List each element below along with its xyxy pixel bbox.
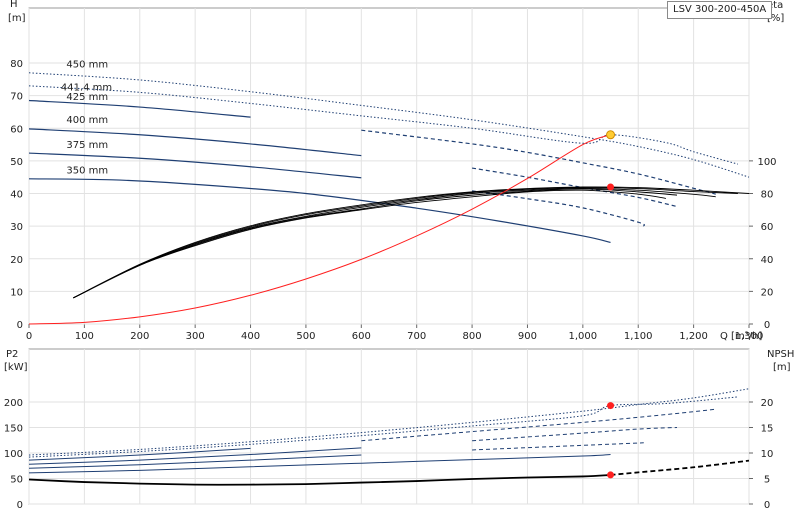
duty-point-power	[607, 402, 615, 410]
x-tick-label: 300	[186, 331, 205, 342]
y-tick-label: 0	[17, 500, 23, 511]
duty-point-npsh	[607, 471, 615, 479]
head-curve-solid	[28, 152, 362, 179]
y-tick-label: 70	[10, 92, 23, 103]
x-tick-label: 800	[463, 331, 482, 342]
x-tick-label: 900	[518, 331, 537, 342]
impeller-diameter-label: 441.4 mm	[61, 82, 112, 93]
y2-tick-label: 80	[761, 190, 774, 201]
duty-point-efficiency	[607, 183, 615, 191]
y2-tick-label: 100	[757, 157, 776, 168]
y-tick-label: 30	[10, 222, 23, 233]
y-tick-label: 50	[10, 475, 23, 486]
efficiency-curve	[73, 188, 678, 299]
y-tick-label: 200	[4, 398, 23, 409]
system-curve	[28, 134, 611, 325]
top-plot-frame	[28, 7, 750, 325]
power-curve-dashed	[472, 442, 644, 451]
head-curve-dashed	[471, 190, 646, 227]
y2-axis-unit: [%]	[767, 13, 784, 24]
y-axis-unit: [kW]	[4, 362, 28, 373]
head-curve-dashed	[361, 129, 716, 195]
y-tick-label: 150	[4, 424, 23, 435]
y-tick-label: 60	[10, 124, 23, 135]
head-curve-solid	[28, 99, 251, 118]
x-tick-label: 500	[296, 331, 315, 342]
power-curve-solid	[28, 447, 251, 461]
y2-tick-label: 0	[764, 320, 770, 331]
y2-tick-label: 40	[761, 255, 774, 266]
y2-axis-title: NPSH	[767, 349, 794, 360]
x-tick-label: 1,100	[624, 331, 653, 342]
y-tick-label: 50	[10, 157, 23, 168]
y-axis-title: P2	[6, 349, 18, 360]
power-curve-dashed	[361, 408, 716, 442]
x-tick-label: 700	[407, 331, 426, 342]
impeller-diameter-label: 450 mm	[66, 60, 108, 71]
y2-tick-label: 20	[761, 287, 774, 298]
x-tick-label: 600	[352, 331, 371, 342]
y-axis-title: H	[10, 0, 18, 10]
y2-tick-label: 15	[761, 424, 774, 435]
npsh-curve-solid	[28, 474, 611, 486]
y2-tick-label: 60	[761, 222, 774, 233]
efficiency-curve	[73, 186, 750, 299]
power-curve-dashed	[28, 388, 750, 456]
efficiency-curve	[73, 187, 716, 299]
head-curve	[28, 178, 611, 244]
duty-point-head	[606, 130, 616, 140]
y-tick-label: 100	[4, 449, 23, 460]
x-axis-title: Q [m³/h]	[720, 331, 762, 342]
npsh-curve-dashed	[610, 459, 750, 476]
y-tick-label: 10	[10, 287, 23, 298]
y-tick-label: 20	[10, 255, 23, 266]
y2-axis-unit: [m]	[773, 362, 791, 373]
power-curve-dashed	[28, 396, 738, 458]
x-tick-label: 1,000	[569, 331, 598, 342]
y2-axis-title: eta	[767, 0, 783, 11]
impeller-diameter-label: 400 mm	[66, 115, 108, 126]
x-tick-label: 400	[241, 331, 260, 342]
y-tick-label: 80	[10, 59, 23, 70]
head-curve-solid	[28, 128, 362, 157]
x-tick-label: 1,300	[735, 331, 764, 342]
pump-model-label: LSV 300-200-450A	[667, 1, 773, 19]
y-tick-label: 0	[17, 320, 23, 331]
y2-tick-label: 10	[761, 449, 774, 460]
efficiency-curve	[73, 189, 666, 299]
x-tick-label: 1,200	[679, 331, 708, 342]
power-curve-solid	[28, 447, 362, 465]
power-npsh-panel: 0 50 100 150 200 0 5 10 15 20 P2 [kW] NPSH [m]	[4, 348, 794, 511]
efficiency-curve	[73, 187, 738, 299]
impeller-diameter-label: 350 mm	[66, 166, 108, 177]
impeller-diameter-label: 375 mm	[66, 140, 108, 151]
head-curve	[28, 85, 739, 165]
y-tick-label: 40	[10, 190, 23, 201]
x-tick-label: 100	[75, 331, 94, 342]
y2-tick-label: 5	[764, 475, 770, 486]
y2-tick-label: 0	[764, 500, 770, 511]
impeller-diameter-label: 425 mm	[66, 92, 108, 103]
power-curve-solid	[28, 454, 611, 474]
head-curve	[28, 72, 750, 178]
y-axis-unit: [m]	[8, 13, 26, 24]
head-efficiency-panel: 0 100 200 300 400 500 600 700 800 900 1,000 1,100 1,…	[8, 0, 784, 342]
power-curve-solid	[28, 454, 362, 469]
x-tick-label: 0	[26, 331, 32, 342]
bottom-plot-frame	[28, 348, 750, 505]
x-tick-label: 200	[130, 331, 149, 342]
y2-tick-label: 20	[761, 398, 774, 409]
